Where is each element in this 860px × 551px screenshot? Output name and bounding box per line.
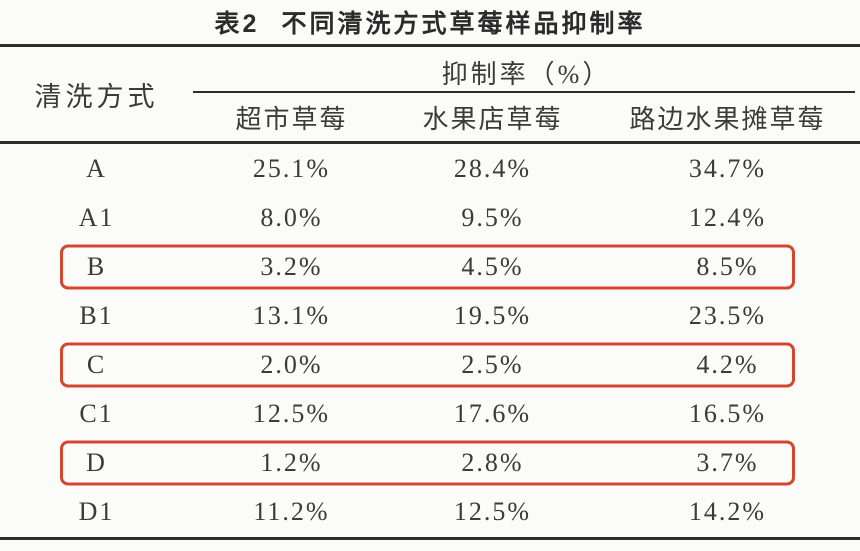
table-header: 清洗方式 抑制率（%） 超市草莓 水果店草莓 路边水果摊草莓 xyxy=(0,47,860,141)
table-row: B 3.2% 4.5% 8.5% xyxy=(0,242,860,291)
table-title: 表2 不同清洗方式草莓样品抑制率 xyxy=(0,0,860,44)
sub-header-row: 超市草莓 水果店草莓 路边水果摊草莓 xyxy=(193,93,860,141)
column-header-fruit-shop: 水果店草莓 xyxy=(422,104,563,134)
inhibition-rate-cell: 12.5% xyxy=(453,497,532,527)
row-label: A1 xyxy=(78,202,115,232)
inhibition-rate-cell: 14.2% xyxy=(688,497,767,527)
table-body: A 25.1% 28.4% 34.7% A1 8.0% 9.5% 12.4% B 3.2% 4.5%… xyxy=(0,144,860,537)
table-top-rule xyxy=(0,44,860,47)
table-bottom-rule xyxy=(0,537,860,540)
table-row: C1 12.5% 17.6% 16.5% xyxy=(0,390,860,439)
row-label: D xyxy=(86,448,107,478)
inhibition-rate-cell: 34.7% xyxy=(688,153,767,183)
inhibition-rate-cell: 2.5% xyxy=(461,350,524,380)
inhibition-rate-cell: 12.4% xyxy=(688,202,767,232)
inhibition-rate-cell: 9.5% xyxy=(461,202,524,232)
inhibition-rate-cell: 3.2% xyxy=(260,251,323,281)
inhibition-rate-cell: 2.0% xyxy=(260,350,323,380)
table-row: A 25.1% 28.4% 34.7% xyxy=(0,144,860,193)
table-row: D1 11.2% 12.5% 14.2% xyxy=(0,488,860,537)
group-header-inhibition-rate: 抑制率（%） xyxy=(441,59,612,89)
inhibition-rate-cell: 16.5% xyxy=(688,399,767,429)
inhibition-rate-cell: 8.5% xyxy=(696,251,759,281)
table-header-right: 抑制率（%） 超市草莓 水果店草莓 路边水果摊草莓 xyxy=(193,47,860,141)
row-label: A xyxy=(86,153,107,183)
inhibition-rate-cell: 25.1% xyxy=(252,153,331,183)
column-header-roadside-stall: 路边水果摊草莓 xyxy=(629,104,826,134)
row-label: C1 xyxy=(79,399,114,429)
table-row: C 2.0% 2.5% 4.2% xyxy=(0,341,860,390)
column-header-supermarket: 超市草莓 xyxy=(235,104,348,134)
table-title-index: 表2 xyxy=(214,10,260,38)
inhibition-rate-cell: 4.5% xyxy=(461,251,524,281)
inhibition-rate-cell: 23.5% xyxy=(688,300,767,330)
table-row: D 1.2% 2.8% 3.7% xyxy=(0,439,860,488)
column-header-wash-method: 清洗方式 xyxy=(34,81,159,112)
inhibition-rate-cell: 12.5% xyxy=(252,399,331,429)
header-bottom-rule xyxy=(0,141,860,144)
inhibition-rate-cell: 13.1% xyxy=(252,300,331,330)
inhibition-rate-cell: 3.7% xyxy=(696,448,759,478)
inhibition-rate-cell: 8.0% xyxy=(260,202,323,232)
row-label: B1 xyxy=(79,300,114,330)
inhibition-rate-cell: 28.4% xyxy=(453,153,532,183)
row-label: B xyxy=(86,251,107,281)
inhibition-rate-cell: 11.2% xyxy=(253,497,330,527)
table-row: B1 13.1% 19.5% 23.5% xyxy=(0,291,860,340)
row-label: D1 xyxy=(78,497,115,527)
inhibition-rate-cell: 17.6% xyxy=(453,399,532,429)
inhibition-rate-cell: 1.2% xyxy=(260,448,323,478)
header-mid-rule xyxy=(193,91,855,93)
inhibition-rate-cell: 2.8% xyxy=(461,448,524,478)
table-row: A1 8.0% 9.5% 12.4% xyxy=(0,193,860,242)
table-title-text: 不同清洗方式草莓样品抑制率 xyxy=(281,10,646,38)
inhibition-rate-cell: 19.5% xyxy=(453,300,532,330)
inhibition-rate-cell: 4.2% xyxy=(696,350,759,380)
row-label: C xyxy=(86,350,107,380)
